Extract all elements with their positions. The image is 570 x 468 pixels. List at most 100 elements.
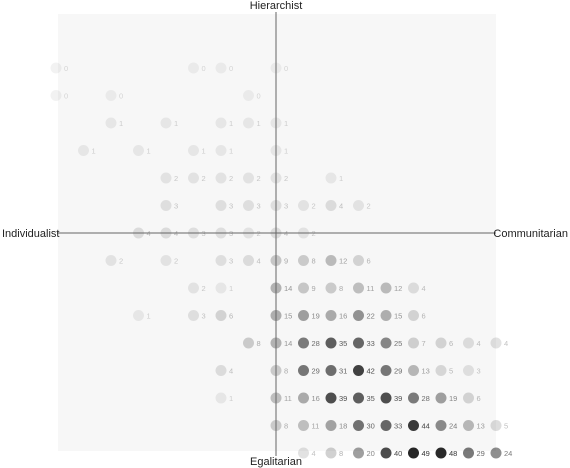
data-point: 48: [435, 447, 457, 459]
data-point: 1: [243, 117, 261, 129]
data-point: 1: [325, 172, 343, 184]
data-point: 5: [490, 420, 508, 431]
data-point-label: 1: [147, 312, 151, 321]
data-point-marker: [490, 447, 502, 459]
data-point-marker: [50, 62, 62, 74]
data-point-marker: [188, 145, 199, 156]
data-point-marker: [463, 337, 474, 349]
data-point-label: 31: [339, 367, 347, 376]
data-point-label: 1: [339, 174, 343, 183]
data-point: 2: [188, 172, 206, 184]
data-point: 42: [353, 365, 375, 376]
data-point-label: 5: [504, 422, 508, 431]
data-point-label: 28: [312, 339, 320, 348]
data-point-label: 39: [394, 394, 402, 403]
data-point-marker: [325, 282, 337, 294]
data-point: 44: [408, 420, 430, 431]
data-point-label: 15: [394, 312, 402, 321]
data-point: 29: [463, 447, 485, 459]
data-point-label: 6: [449, 339, 453, 348]
data-point: 2: [353, 200, 371, 211]
data-point-marker: [353, 200, 364, 211]
data-point-label: 33: [367, 339, 375, 348]
data-point: 1: [215, 282, 233, 294]
data-point-marker: [105, 255, 117, 266]
data-point: 2: [243, 172, 261, 184]
data-point: 2: [105, 255, 123, 266]
data-point-marker: [188, 310, 199, 321]
data-point-marker: [298, 200, 309, 211]
data-point-label: 22: [367, 312, 375, 321]
data-point: 13: [463, 420, 485, 431]
data-point: 2: [160, 172, 178, 184]
data-point-label: 35: [339, 339, 347, 348]
data-point-label: 19: [449, 394, 457, 403]
data-point-marker: [408, 337, 419, 349]
data-point-label: 2: [312, 202, 316, 211]
data-point-marker: [380, 420, 392, 431]
data-point: 1: [78, 145, 96, 156]
data-point-label: 0: [64, 92, 68, 101]
data-point-marker: [188, 62, 199, 74]
data-point: 6: [435, 337, 453, 349]
data-point: 9: [298, 282, 316, 294]
data-point-label: 16: [339, 312, 347, 321]
data-point-label: 3: [202, 312, 206, 321]
data-point-label: 0: [284, 64, 288, 73]
data-point-label: 14: [284, 284, 292, 293]
data-point: 8: [325, 282, 343, 294]
data-point: 3: [243, 200, 261, 211]
data-point: 6: [463, 392, 481, 404]
data-point-marker: [298, 282, 309, 294]
data-point: 1: [133, 310, 151, 321]
data-point-marker: [215, 172, 227, 184]
data-point-label: 1: [257, 119, 261, 128]
data-point: 8: [270, 365, 288, 376]
data-point: 4: [463, 337, 481, 349]
data-point-marker: [353, 447, 364, 459]
data-point-label: 2: [257, 174, 261, 183]
data-point: 3: [270, 200, 288, 211]
data-point: 0: [50, 90, 68, 101]
data-point-marker: [243, 172, 254, 184]
data-point-label: 1: [119, 119, 123, 128]
data-point: 29: [380, 365, 402, 376]
data-point-marker: [408, 392, 419, 404]
data-point-label: 3: [174, 202, 178, 211]
data-point: 4: [408, 282, 426, 294]
data-point: 8: [298, 255, 316, 266]
data-point-marker: [435, 447, 447, 459]
data-point-marker: [408, 310, 419, 321]
data-point: 39: [380, 392, 402, 404]
data-point-marker: [215, 310, 227, 321]
data-point: 18: [325, 420, 347, 431]
data-point-label: 9: [284, 257, 288, 266]
data-point-marker: [160, 117, 172, 129]
data-point-marker: [215, 62, 227, 74]
data-point-label: 4: [229, 367, 233, 376]
data-point-label: 2: [174, 174, 178, 183]
data-point-marker: [160, 172, 172, 184]
data-point: 2: [160, 255, 178, 266]
data-point-label: 4: [477, 339, 481, 348]
data-point-marker: [243, 90, 254, 101]
data-point-label: 1: [229, 394, 233, 403]
data-point: 1: [215, 145, 233, 156]
data-point-label: 1: [229, 119, 233, 128]
data-point: 25: [380, 337, 402, 349]
data-point-label: 1: [147, 147, 151, 156]
data-point-marker: [353, 392, 364, 404]
data-point: 29: [298, 365, 320, 376]
data-point-label: 2: [119, 257, 123, 266]
data-point: 3: [215, 200, 233, 211]
data-point-label: 39: [339, 394, 347, 403]
data-point-label: 2: [202, 174, 206, 183]
data-point-marker: [215, 255, 227, 266]
data-point: 49: [408, 447, 430, 459]
data-point-marker: [298, 255, 309, 266]
data-point-label: 6: [422, 312, 426, 321]
data-point-label: 2: [174, 257, 178, 266]
data-point: 1: [188, 145, 206, 156]
data-point-label: 24: [504, 449, 512, 458]
data-point-marker: [380, 282, 392, 294]
